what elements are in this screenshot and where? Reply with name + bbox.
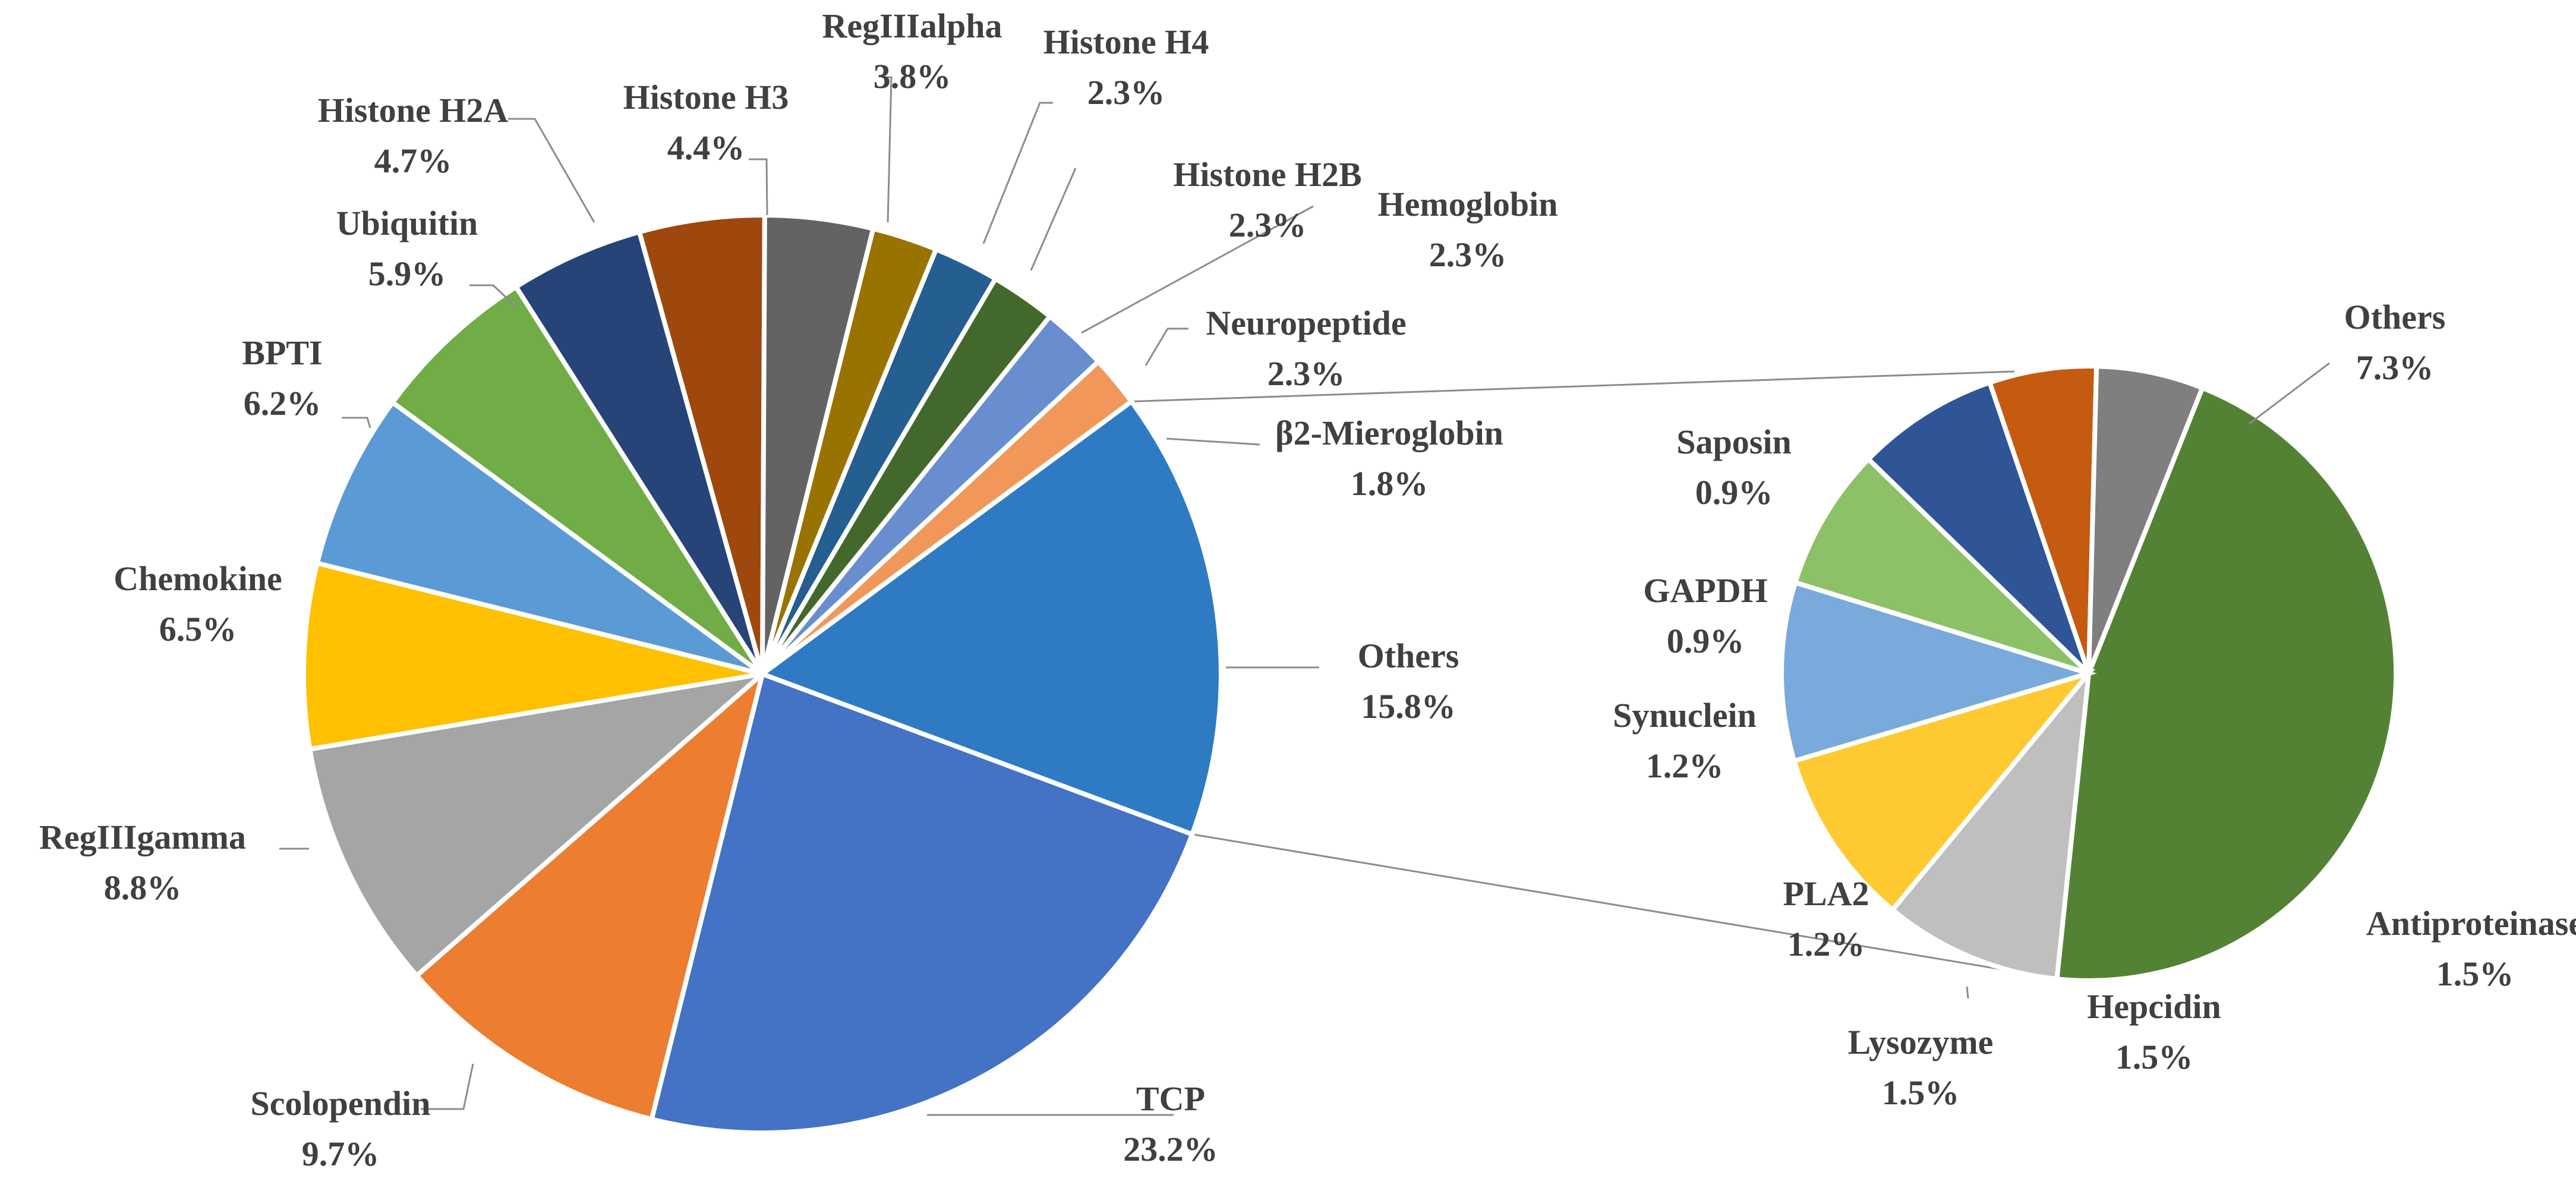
main-value-regiiialpha: 3.8% — [874, 57, 951, 96]
secondary-slice-others — [2054, 385, 2399, 983]
secondary-label-pla2: PLA2 — [1783, 874, 1869, 913]
main-leader-regiiialpha — [882, 76, 893, 223]
main-label-histone-h2a: Histone H2A — [318, 91, 509, 130]
main-slice-ubiquitin — [389, 283, 765, 676]
main-value-regiiigamma: 8.8% — [104, 868, 182, 907]
secondary-slice-saposin — [2086, 364, 2206, 675]
main-label-others: Others — [1358, 637, 1459, 675]
secondary-slice-pla2 — [1792, 455, 2091, 676]
secondary-value-others: 7.3% — [2356, 348, 2434, 387]
secondary-value-hepcidin: 1.5% — [2115, 1038, 2193, 1076]
main-label-histone-h3: Histone H3 — [623, 78, 789, 116]
main-leader-histone-h2b — [1030, 168, 1077, 271]
main-label-scolopendin: Scolopendin — [251, 1084, 431, 1123]
secondary-label-others: Others — [2344, 298, 2446, 336]
main-label-histone-h4: Histone H4 — [1043, 23, 1209, 61]
main-label-tcp: TCP — [1136, 1079, 1205, 1118]
main-slice-histone-h2a — [512, 229, 765, 676]
main-label-hemoglobin: Hemoglobin — [1378, 185, 1558, 223]
secondary-slice-hepcidin — [1791, 669, 2096, 913]
main-value-neuropeptide: 2.3% — [1267, 354, 1345, 393]
main-slice-histone-h3 — [636, 212, 767, 675]
main-leader-histone-h4 — [982, 102, 1053, 244]
connector-line-top — [1131, 370, 2015, 403]
main-label-histone-h2b: Histone H2B — [1173, 155, 1361, 194]
main-label-bpti: BPTI — [242, 333, 322, 372]
main-label-beta2-mieroglobin: β2-Mieroglobin — [1275, 414, 1503, 452]
main-value-chemokine: 6.5% — [159, 610, 237, 648]
secondary-label-synuclein: Synuclein — [1613, 696, 1757, 735]
main-leader-hemoglobin — [1081, 205, 1314, 334]
secondary-label-lysozyme: Lysozyme — [1848, 1023, 1994, 1061]
main-leader-bpti — [342, 417, 371, 429]
main-slice-bpti — [314, 399, 764, 676]
secondary-label-hepcidin: Hepcidin — [2087, 987, 2221, 1026]
secondary-leader-lysozyme — [1966, 986, 1969, 999]
connector-line-bottom — [1192, 833, 2009, 972]
secondary-value-antiproteinase: 1.5% — [2436, 954, 2514, 993]
main-leader-ubiquitin — [469, 284, 517, 308]
main-slice-scolopendin — [413, 667, 767, 1123]
main-label-chemokine: Chemokine — [113, 559, 282, 598]
main-value-histone-h2b: 2.3% — [1229, 206, 1307, 244]
main-slice-others — [757, 398, 1224, 837]
main-leader-histone-h2a — [508, 118, 595, 223]
secondary-slice-gapdh — [1987, 364, 2099, 675]
main-slice-tcp — [648, 670, 1196, 1136]
secondary-value-lysozyme: 1.5% — [1882, 1073, 1960, 1112]
secondary-label-antiproteinase: Antiproteinase — [2366, 904, 2576, 943]
main-leader-neuropeptide — [1144, 327, 1188, 366]
main-value-tcp: 23.2% — [1123, 1130, 1218, 1168]
secondary-value-pla2: 1.2% — [1787, 925, 1865, 963]
secondary-label-gapdh: GAPDH — [1643, 571, 1767, 610]
main-label-neuropeptide: Neuropeptide — [1206, 304, 1406, 342]
main-slice-regiiigamma — [307, 670, 771, 979]
main-label-regiiigamma: RegIIIgamma — [39, 818, 246, 856]
main-value-others: 15.8% — [1361, 687, 1456, 726]
secondary-value-saposin: 0.9% — [1695, 473, 1773, 512]
main-value-bpti: 6.2% — [244, 384, 321, 423]
secondary-slice-synuclein — [1865, 379, 2091, 675]
main-leader-beta2-mieroglobin — [1166, 437, 1260, 446]
main-leader-histone-h3 — [749, 158, 768, 216]
main-value-beta2-mieroglobin: 1.8% — [1351, 464, 1429, 503]
main-leader-scolopendin — [421, 1063, 474, 1110]
secondary-slice-antiproteinase — [1889, 666, 2092, 982]
main-value-ubiquitin: 5.9% — [368, 254, 446, 293]
main-value-scolopendin: 9.7% — [302, 1135, 380, 1173]
secondary-leader-others — [2249, 362, 2330, 425]
secondary-value-synuclein: 1.2% — [1646, 746, 1724, 785]
main-value-histone-h3: 4.4% — [667, 128, 745, 167]
secondary-value-gapdh: 0.9% — [1667, 622, 1745, 660]
main-value-hemoglobin: 2.3% — [1429, 235, 1507, 274]
secondary-slice-lysozyme — [1779, 579, 2097, 764]
main-value-histone-h2a: 4.7% — [374, 141, 452, 180]
main-slice-chemokine — [301, 560, 763, 752]
main-value-histone-h4: 2.3% — [1087, 73, 1165, 112]
main-label-regiiialpha: RegIIIalpha — [822, 7, 1002, 45]
main-label-ubiquitin: Ubiquitin — [336, 204, 478, 242]
secondary-label-saposin: Saposin — [1676, 423, 1791, 461]
